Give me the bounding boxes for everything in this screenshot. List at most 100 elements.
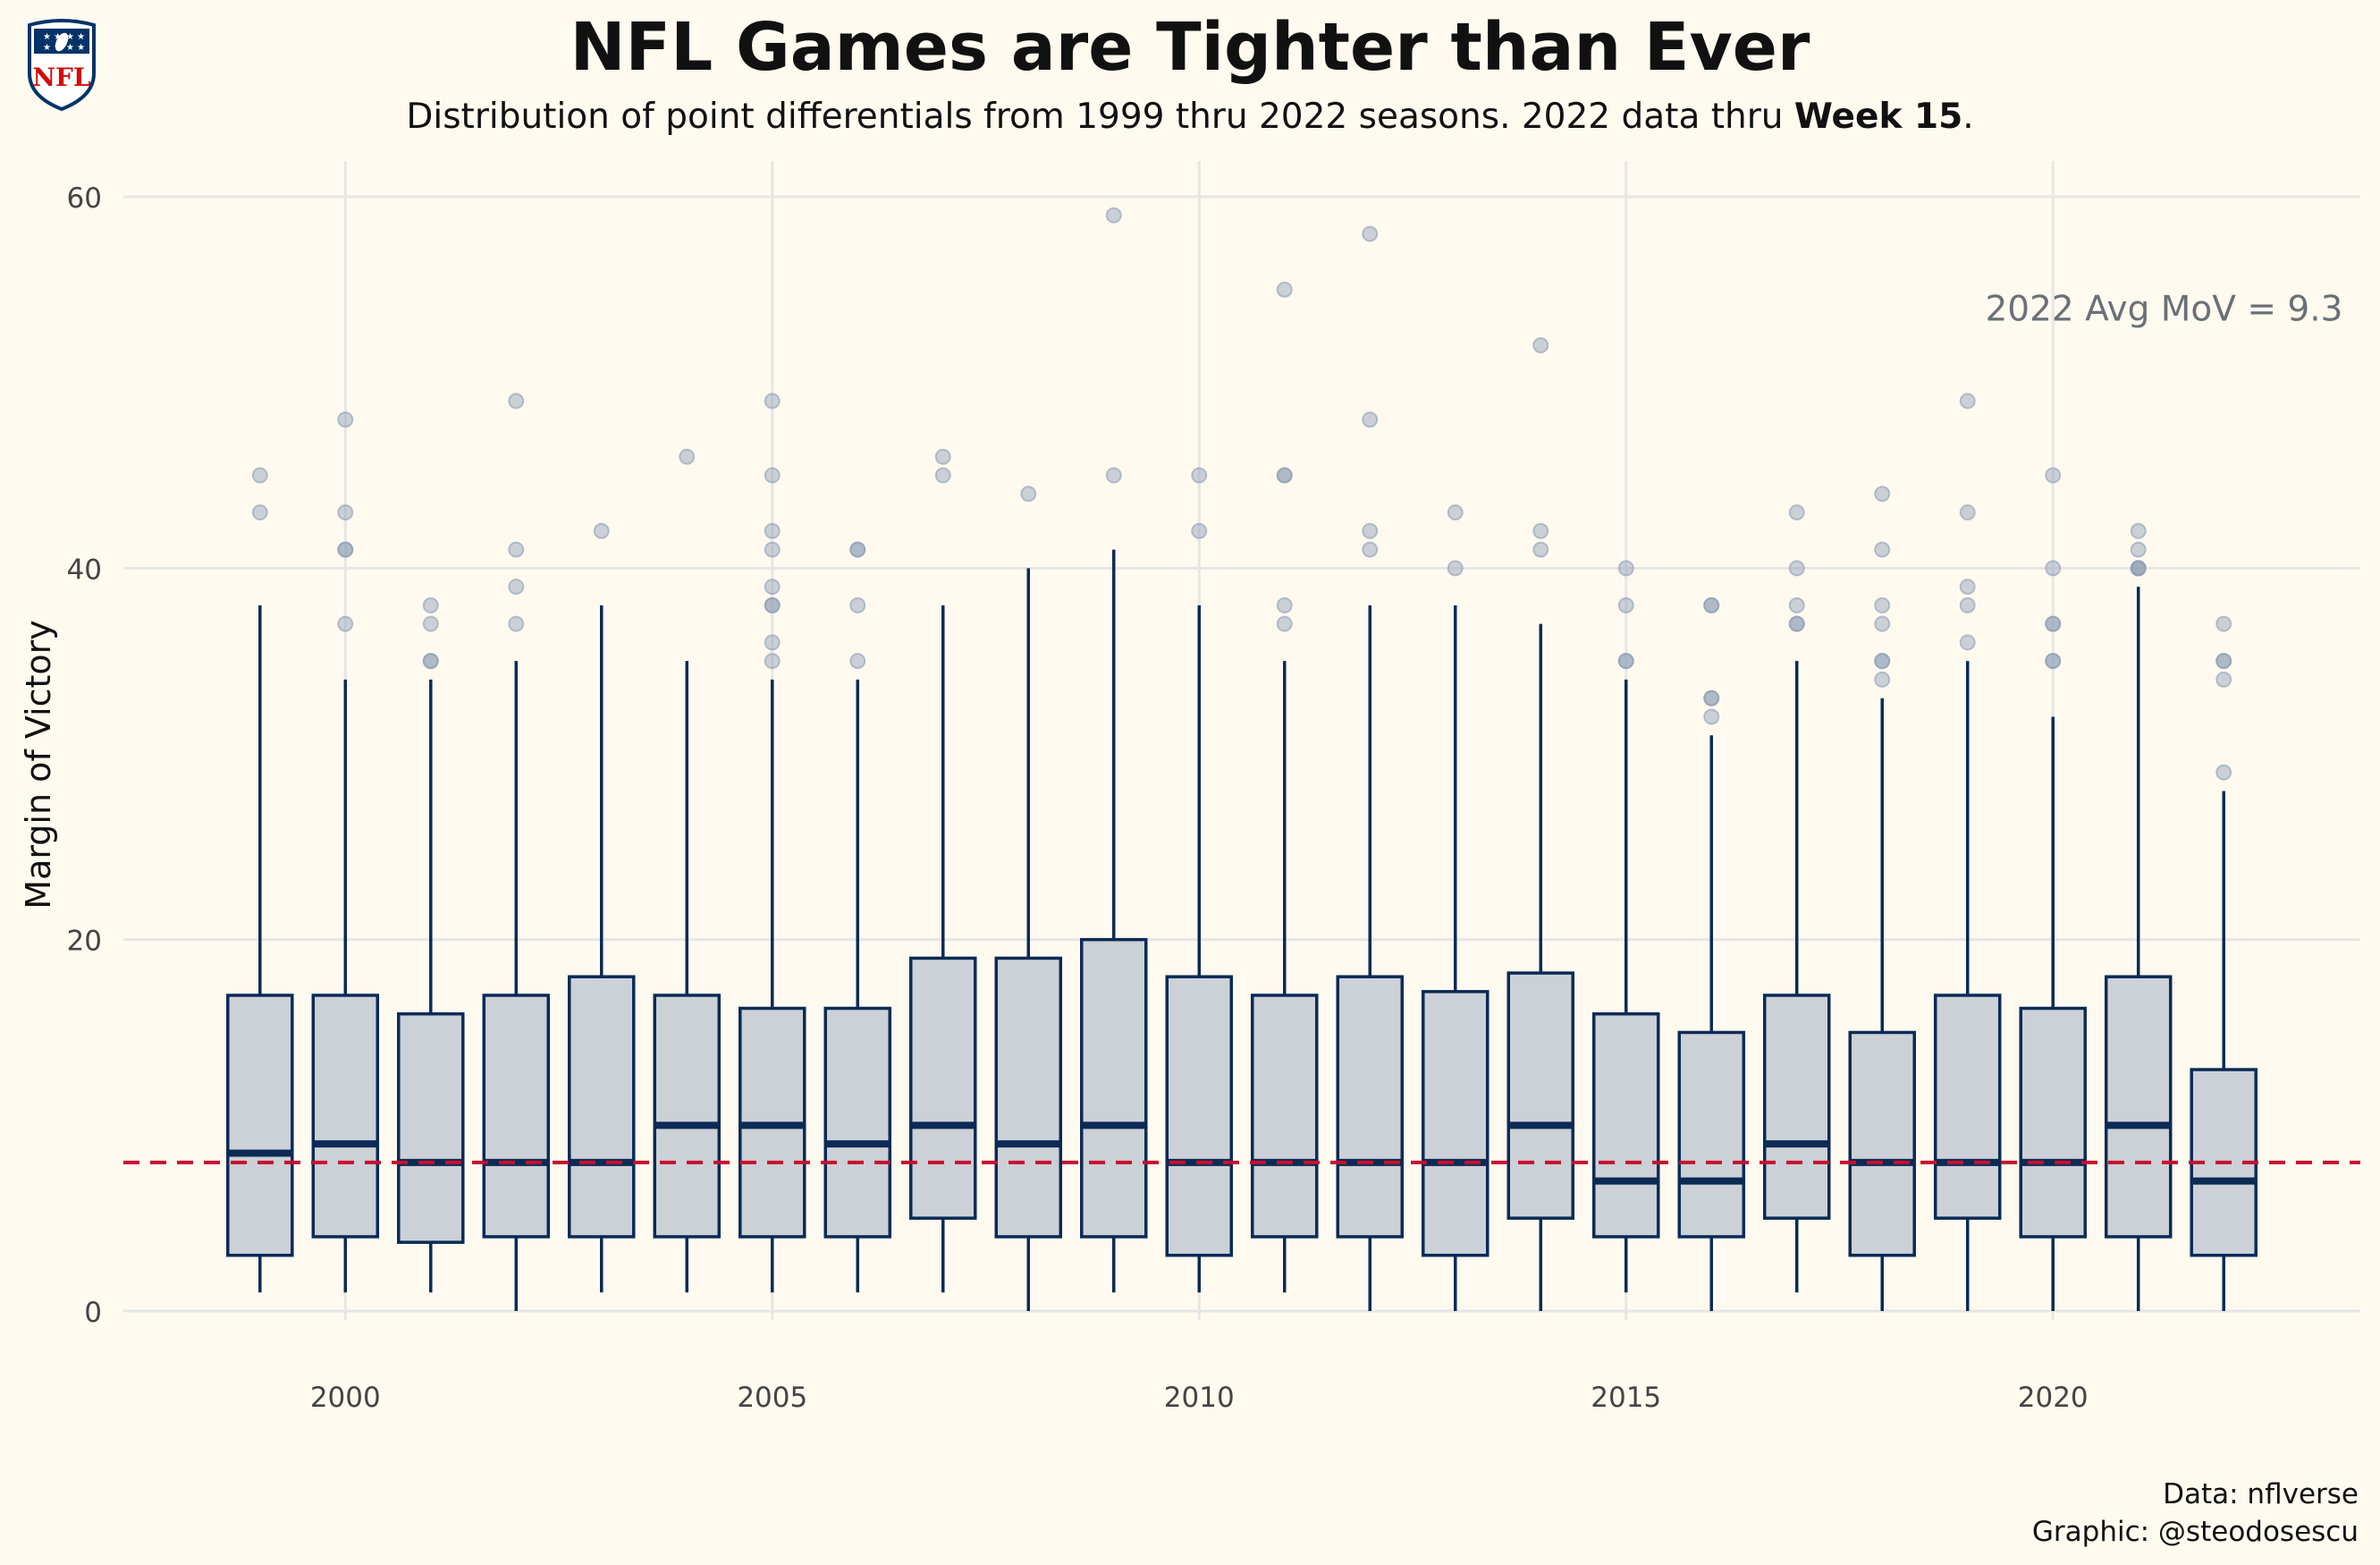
outlier-point: [2215, 764, 2232, 781]
outlier-point: [1105, 467, 1122, 484]
box-iqr: [1848, 1030, 1916, 1257]
outlier-point: [1874, 671, 1891, 688]
outlier-point: [1788, 615, 1805, 632]
subtitle-period: .: [1962, 97, 1974, 137]
outlier-point: [422, 596, 439, 613]
outlier-point: [422, 653, 439, 670]
outlier-point: [1703, 708, 1720, 725]
svg-text:★ ★: ★ ★: [66, 32, 85, 42]
outlier-point: [849, 596, 866, 613]
x-tick-label: 2015: [1591, 1382, 1661, 1414]
outlier-point: [764, 653, 781, 670]
outlier-point: [251, 504, 268, 521]
outlier-point: [1532, 541, 1549, 558]
box-iqr: [2019, 1006, 2087, 1239]
caption-graphic-credit: Graphic: @steodosescu: [2031, 1516, 2359, 1548]
outlier-point: [1532, 522, 1549, 539]
box-iqr: [1677, 1030, 1745, 1239]
y-tick-label: 40: [67, 554, 102, 586]
outlier-point: [1874, 486, 1891, 503]
outlier-point: [1362, 225, 1379, 242]
box-iqr: [1336, 975, 1404, 1239]
box-iqr: [1080, 937, 1148, 1239]
outlier-point: [849, 653, 866, 670]
outlier-point: [849, 541, 866, 558]
outlier-point: [1617, 653, 1634, 670]
box-layer: [226, 549, 2258, 1311]
outlier-point: [1362, 541, 1379, 558]
outlier-point: [1788, 596, 1805, 613]
outlier-point: [1276, 281, 1293, 298]
box-iqr: [1250, 994, 1319, 1239]
y-tick-label: 60: [67, 182, 102, 215]
svg-text:★ ★: ★ ★: [43, 32, 62, 42]
subtitle-week: Week 15: [1793, 97, 1963, 137]
outlier-point: [1874, 596, 1891, 613]
outlier-point: [1959, 504, 1976, 521]
chart-title: NFL Games are Tighter than Ever: [570, 9, 1810, 86]
box-iqr: [909, 956, 977, 1220]
chart-subtitle: Distribution of point differentials from…: [0, 97, 2380, 137]
x-tick-label: 2020: [2018, 1382, 2089, 1414]
box-iqr: [1506, 971, 1574, 1220]
outlier-point: [1959, 596, 1976, 613]
outlier-point: [1959, 393, 1976, 410]
x-tick-label: 2000: [310, 1382, 381, 1414]
outlier-point: [1105, 207, 1122, 224]
box-iqr: [994, 956, 1063, 1239]
box-iqr: [823, 1006, 892, 1239]
outlier-point: [679, 448, 696, 465]
outlier-point: [337, 615, 354, 632]
outlier-point: [1362, 522, 1379, 539]
box-iqr: [653, 994, 722, 1239]
outlier-point: [764, 579, 781, 596]
box-iqr: [311, 994, 380, 1239]
outlier-point: [337, 541, 354, 558]
outlier-point: [1959, 634, 1976, 651]
outlier-point: [1788, 560, 1805, 577]
chart-caption: Data: nflverse Graphic: @steodosescu: [2032, 1476, 2359, 1551]
outlier-point: [2130, 560, 2147, 577]
outlier-point: [1276, 615, 1293, 632]
outlier-point: [422, 615, 439, 632]
x-tick-label: 2005: [737, 1382, 807, 1414]
outlier-point: [508, 579, 525, 596]
outlier-point: [764, 467, 781, 484]
outlier-point: [1276, 467, 1293, 484]
y-tick-label: 20: [67, 926, 102, 958]
outlier-point: [764, 541, 781, 558]
outlier-point: [1874, 653, 1891, 670]
outlier-point: [1020, 486, 1037, 503]
outlier-point: [1617, 596, 1634, 613]
outlier-point: [2215, 671, 2232, 688]
box-iqr: [1591, 1011, 1660, 1239]
outlier-point: [1788, 504, 1805, 521]
outlier-point: [508, 615, 525, 632]
y-tick-label: 0: [84, 1297, 102, 1329]
outlier-point: [2130, 522, 2147, 539]
x-tick-label: 2010: [1164, 1382, 1235, 1414]
nfl-logo: ★ ★ ★ ★ ★ ★ ★ ★ NFL: [25, 18, 98, 112]
box-iqr: [1165, 975, 1234, 1257]
nfl-shield-icon: ★ ★ ★ ★ ★ ★ ★ ★ NFL: [28, 19, 96, 112]
outlier-point: [2045, 615, 2062, 632]
outlier-point: [2045, 467, 2062, 484]
outlier-point: [1276, 596, 1293, 613]
outlier-point: [2130, 541, 2147, 558]
box-iqr: [568, 975, 636, 1239]
outlier-point: [1191, 522, 1208, 539]
outlier-point: [934, 467, 951, 484]
svg-text:★ ★: ★ ★: [66, 43, 85, 53]
outlier-point: [1703, 689, 1720, 706]
box-iqr: [1933, 994, 2002, 1220]
outlier-point: [934, 448, 951, 465]
outlier-point: [1532, 337, 1549, 354]
outlier-layer: [251, 207, 2232, 781]
outlier-point: [337, 504, 354, 521]
box-iqr: [1421, 990, 1490, 1257]
box-iqr: [1762, 994, 1831, 1220]
outlier-point: [508, 393, 525, 410]
axis-labels: 0 20 40 60 2000 2005 2010 2015 2020: [67, 182, 2089, 1414]
outlier-point: [1874, 615, 1891, 632]
